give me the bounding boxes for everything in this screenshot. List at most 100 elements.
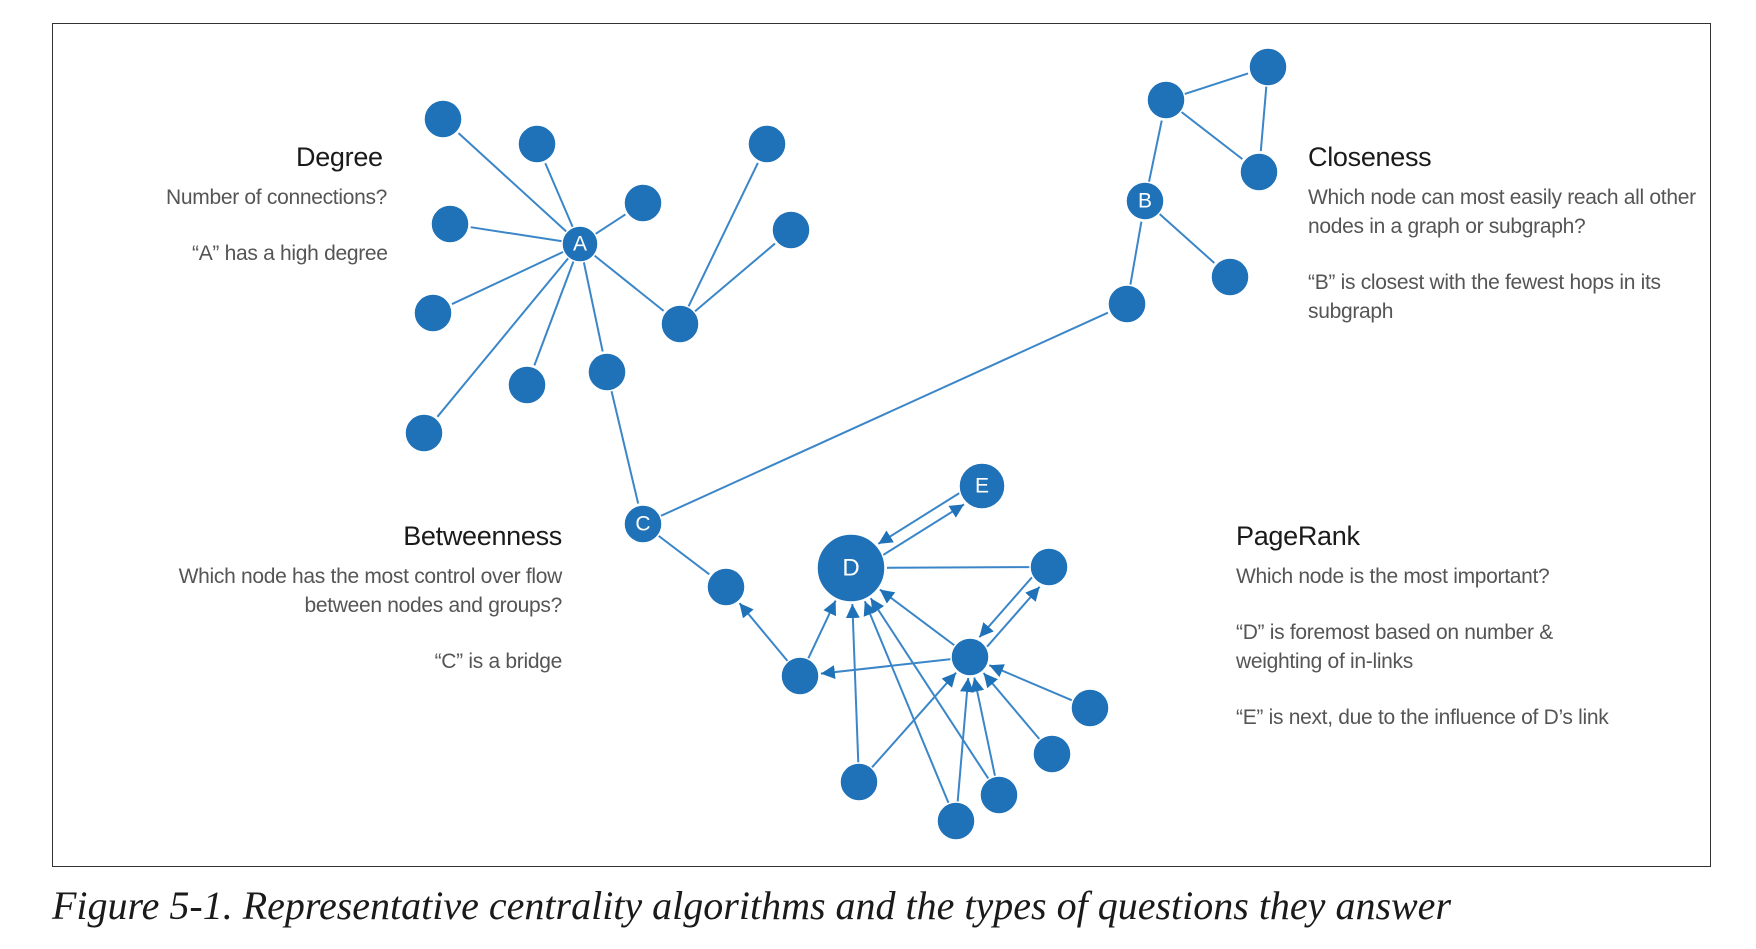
node-circle-d7 <box>1032 734 1072 774</box>
node-circle-B <box>1125 181 1165 221</box>
edge-b5-B <box>1129 221 1143 286</box>
closeness-note-line2: subgraph <box>1308 300 1394 323</box>
edge-d6-D <box>869 597 990 780</box>
closeness-question-line2: nodes in a graph or subgraph? <box>1308 215 1586 238</box>
node-circle-a7 <box>623 183 663 223</box>
betweenness-note: “C” is a bridge <box>434 650 563 673</box>
node-d5 <box>936 801 976 841</box>
edge-B-b4 <box>1158 212 1216 264</box>
pagerank-note2: “E” is next, due to the influence of D’s… <box>1236 706 1609 729</box>
node-A: A <box>561 225 599 263</box>
node-d6 <box>979 775 1019 815</box>
node-circle-D <box>816 533 886 603</box>
node-circle-d4 <box>839 762 879 802</box>
node-C: C <box>623 504 663 544</box>
edge-A-a6 <box>533 260 575 366</box>
edge-d1-c1 <box>738 602 789 663</box>
node-label-A: A <box>573 233 587 256</box>
edge-A-a4 <box>451 250 565 305</box>
edge-d2-d1 <box>820 658 952 680</box>
node-a2 <box>517 124 557 164</box>
node-B: B <box>1125 181 1165 221</box>
edge-C-c1 <box>657 534 710 576</box>
node-circle-b4 <box>1210 257 1250 297</box>
node-circle-a2 <box>517 124 557 164</box>
node-b5 <box>1107 284 1147 324</box>
node-circle-a8 <box>587 352 627 392</box>
node-circle-a9 <box>660 304 700 344</box>
node-d8 <box>1070 688 1110 728</box>
node-D: D <box>816 533 886 603</box>
node-circle-d3 <box>1029 547 1069 587</box>
node-a5 <box>404 413 444 453</box>
node-circle-E <box>958 462 1006 510</box>
figure-frame <box>52 23 1711 867</box>
node-c1 <box>706 567 746 607</box>
edge-A-a9 <box>593 254 665 312</box>
edge-d7-d2 <box>982 672 1041 741</box>
edge-d6-d2 <box>970 677 997 777</box>
node-circle-b3 <box>1239 152 1279 192</box>
node-a7 <box>623 183 663 223</box>
closeness-note-line1: “B” is closest with the fewest hops in i… <box>1308 271 1661 294</box>
edge-b2-b3 <box>1259 85 1268 152</box>
betweenness-question-line1: Which node has the most control over flo… <box>178 565 563 588</box>
closeness-title: Closeness <box>1308 142 1432 172</box>
node-circle-a11 <box>771 210 811 250</box>
node-circle-b1 <box>1146 80 1186 120</box>
edge-D-E <box>882 503 965 556</box>
node-circle-a1 <box>423 99 463 139</box>
edge-d8-d2 <box>988 664 1073 702</box>
edge-d1-D <box>807 600 837 660</box>
degree-title: Degree <box>296 142 383 172</box>
betweenness-question-line2: between nodes and groups? <box>304 594 562 617</box>
degree-panel: Degree Number of connections? “A” has a … <box>166 142 388 268</box>
edge-d5-D <box>863 600 950 804</box>
node-d3 <box>1029 547 1069 587</box>
nodes-layer: A B C D E <box>404 47 1288 841</box>
node-circle-a4 <box>413 293 453 333</box>
node-circle-a10 <box>747 124 787 164</box>
node-d7 <box>1032 734 1072 774</box>
pagerank-title: PageRank <box>1236 521 1360 551</box>
node-E: E <box>958 462 1006 510</box>
node-d1 <box>780 656 820 696</box>
edges-layer <box>436 72 1268 804</box>
node-a6 <box>507 365 547 405</box>
betweenness-panel: Betweenness Which node has the most cont… <box>160 521 563 676</box>
edge-d3-D <box>886 566 1031 569</box>
node-circle-a6 <box>507 365 547 405</box>
edge-A-a1 <box>457 132 568 233</box>
edge-C-b5 <box>659 311 1109 518</box>
betweenness-title: Betweenness <box>403 521 562 551</box>
edge-B-b1 <box>1147 120 1163 183</box>
node-a11 <box>771 210 811 250</box>
closeness-question-line1: Which node can most easily reach all oth… <box>1308 186 1696 209</box>
node-circle-A <box>561 225 599 263</box>
edge-E-D <box>877 492 960 545</box>
edge-A-a3 <box>470 226 563 243</box>
node-label-D: D <box>842 554 859 581</box>
edge-A-a5 <box>436 257 570 418</box>
figure-caption: Figure 5-1. Representative centrality al… <box>52 883 1452 928</box>
node-circle-a5 <box>404 413 444 453</box>
degree-note: “A” has a high degree <box>192 242 388 265</box>
node-circle-d5 <box>936 801 976 841</box>
pagerank-note1-line1: “D” is foremost based on number & <box>1236 621 1553 644</box>
node-d2 <box>950 637 990 677</box>
node-a9 <box>660 304 700 344</box>
node-label-C: C <box>635 513 650 536</box>
node-circle-b2 <box>1248 47 1288 87</box>
node-circle-C <box>623 504 663 544</box>
edge-b1-b3 <box>1180 110 1244 160</box>
node-circle-d8 <box>1070 688 1110 728</box>
node-circle-b5 <box>1107 284 1147 324</box>
edge-d4-D <box>845 603 860 764</box>
node-b1 <box>1146 80 1186 120</box>
edge-d3-d2 <box>978 576 1033 638</box>
node-b3 <box>1239 152 1279 192</box>
pagerank-question: Which node is the most important? <box>1236 565 1550 588</box>
node-d4 <box>839 762 879 802</box>
node-a4 <box>413 293 453 333</box>
